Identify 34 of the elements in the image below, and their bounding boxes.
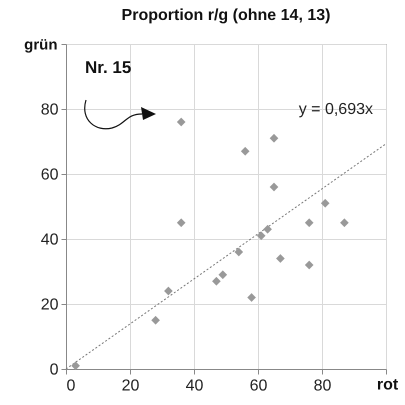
point xyxy=(176,118,186,126)
point xyxy=(304,218,314,228)
point xyxy=(256,231,266,240)
x-tick-label: 80 xyxy=(314,378,332,394)
y-tick-label: 80 xyxy=(40,102,59,118)
point xyxy=(218,270,228,280)
chart-title: Proportion r/g (ohne 14, 13) xyxy=(122,7,330,24)
y-axis-title: grün xyxy=(24,36,58,54)
x-tick-label: 40 xyxy=(186,378,204,394)
point xyxy=(270,182,278,192)
point xyxy=(320,198,330,208)
y-tick-label: 20 xyxy=(40,296,59,314)
annotation: Nr. 15 xyxy=(85,58,132,77)
point xyxy=(71,361,80,370)
point xyxy=(263,224,272,234)
point xyxy=(234,248,244,256)
x-tick-label: 60 xyxy=(250,378,268,394)
x-tick-label: 0 xyxy=(66,378,76,394)
y-tick-label: 40 xyxy=(40,232,59,248)
point xyxy=(164,286,173,296)
y-tick-label: 60 xyxy=(40,166,59,184)
annotation: y = 0,693x xyxy=(298,101,373,118)
point xyxy=(276,254,285,263)
point xyxy=(304,260,314,270)
point xyxy=(340,218,349,228)
x-axis-title: rot xyxy=(376,376,399,394)
point xyxy=(247,293,256,302)
point xyxy=(240,146,250,156)
point xyxy=(212,276,221,286)
y-tick-label: 0 xyxy=(50,362,59,378)
point xyxy=(151,316,160,325)
point xyxy=(176,218,186,228)
x-tick-label: 20 xyxy=(122,378,140,394)
point xyxy=(270,134,278,143)
